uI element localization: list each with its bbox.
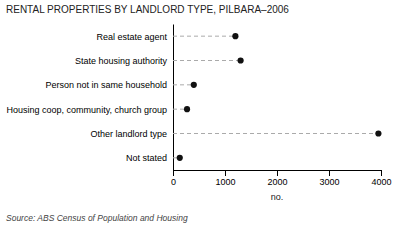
tick: 1000 [215,170,235,187]
tick-mark [329,170,330,176]
x-axis-title: no. [271,192,284,202]
tick-label: 4000 [371,177,391,187]
title: RENTAL PROPERTIES BY LANDLORD TYPE, PILB… [6,4,289,15]
tick: State housing authority [75,56,168,66]
stem [173,36,235,37]
tick: 4000 [371,170,391,187]
dot [232,33,238,39]
tick: Person not in same household [45,80,167,90]
tick: Real estate agent [96,32,167,42]
dot [375,130,381,136]
tick: Other landlord type [90,129,167,139]
y-axis: Real estate agent State housing authority… [7,25,174,171]
annotation: Source: ABS Census of Population and Hou… [6,213,188,223]
tick: Housing coop, community, church group [7,105,167,115]
tick-label: 3000 [319,177,339,187]
stem [173,60,241,61]
tick: 3000 [319,170,339,187]
tick-label: Real estate agent [96,32,167,42]
tick: 2000 [267,170,287,187]
stem [173,133,378,134]
stem [173,84,194,85]
tick-mark [173,170,174,176]
tick-label: Other landlord type [90,129,167,139]
tick-label: 1000 [215,177,235,187]
tick-label: 0 [171,177,176,187]
dot [177,155,183,161]
chart: RENTAL PROPERTIES BY LANDLORD TYPE, PILB… [0,0,397,227]
dot [191,82,197,88]
tick: Not stated [126,153,167,163]
tick-mark [381,170,382,176]
tick-mark [277,170,278,176]
dot [238,57,244,63]
tick-label: Person not in same household [45,80,167,90]
tick-mark [225,170,226,176]
plot: 0 1000 2000 3000 4000 Real estate agent State … [7,25,392,188]
tick-label: Not stated [126,153,167,163]
tick-label: 2000 [267,177,287,187]
tick: 0 [171,170,176,187]
tick-label: State housing authority [75,56,168,66]
marks [173,33,381,161]
tick-label: Housing coop, community, church group [7,105,167,115]
axis-line [173,25,174,171]
x-axis: 0 1000 2000 3000 4000 [171,170,392,187]
dot [184,106,190,112]
